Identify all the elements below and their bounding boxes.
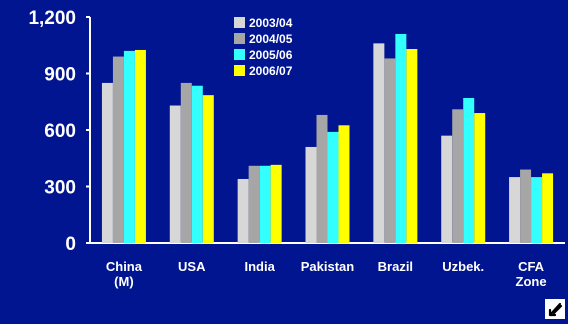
bar xyxy=(520,169,532,243)
x-category-label: India xyxy=(244,259,275,274)
x-category-label: Brazil xyxy=(378,259,413,274)
bar xyxy=(316,114,328,243)
x-category-label: (M) xyxy=(114,274,134,289)
bar xyxy=(270,164,282,243)
bar xyxy=(123,50,135,244)
legend-label: 2006/07 xyxy=(249,64,293,78)
y-tick-label: 1,200 xyxy=(28,8,76,29)
bar xyxy=(134,49,146,244)
x-category-label: China xyxy=(106,259,143,274)
bar xyxy=(180,82,192,244)
bar xyxy=(101,82,113,244)
bar xyxy=(441,135,453,243)
bar xyxy=(237,178,249,243)
bar xyxy=(191,85,203,243)
legend-swatch xyxy=(234,17,245,28)
bar xyxy=(463,97,475,243)
x-category-labels: China(M) USA India Pakistan Brazil Uzbek. CFAZ… xyxy=(106,259,547,289)
y-tick-labels: 0 300 600 900 1,200 xyxy=(28,8,76,255)
y-tick-label: 0 xyxy=(65,234,76,255)
x-category-label: CFA xyxy=(518,259,545,274)
bar xyxy=(531,177,543,243)
x-category-label: Pakistan xyxy=(301,259,355,274)
bar xyxy=(327,131,339,243)
grab-hand-icon[interactable] xyxy=(545,299,565,319)
x-category-label: USA xyxy=(178,259,206,274)
bar xyxy=(169,105,181,244)
legend-swatch xyxy=(234,65,245,76)
bar xyxy=(373,43,385,243)
x-category-label: Zone xyxy=(516,274,547,289)
y-tick-label: 600 xyxy=(44,121,76,142)
legend-swatch xyxy=(234,49,245,60)
bar xyxy=(338,125,350,243)
bar xyxy=(259,165,271,243)
bar xyxy=(474,113,486,243)
legend-label: 2004/05 xyxy=(249,32,293,46)
bar xyxy=(452,109,464,244)
bar xyxy=(248,165,260,243)
x-category-label: Uzbek. xyxy=(442,259,484,274)
legend-label: 2003/04 xyxy=(249,16,293,30)
bar xyxy=(395,33,407,244)
bar xyxy=(305,146,317,243)
legend-swatch xyxy=(234,33,245,44)
bar xyxy=(384,58,396,243)
bar xyxy=(406,49,418,244)
y-tick-label: 300 xyxy=(44,178,76,199)
y-tick-label: 900 xyxy=(44,65,76,86)
legend: 2003/04 2004/05 2005/06 2006/07 xyxy=(234,16,293,78)
legend-label: 2005/06 xyxy=(249,48,293,62)
bar xyxy=(542,173,554,243)
bar xyxy=(112,56,124,243)
bar xyxy=(202,95,214,244)
bar xyxy=(509,177,521,243)
bars xyxy=(101,33,554,244)
